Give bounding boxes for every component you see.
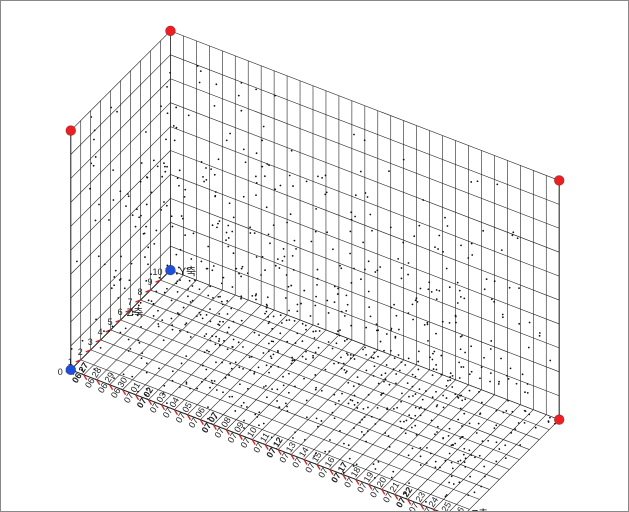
y-tick: 5 (108, 317, 113, 327)
corner-marker-red (554, 415, 564, 425)
corner-marker-red (165, 26, 175, 36)
y-tick: 3 (88, 337, 93, 347)
y-tick: 7 (128, 297, 133, 307)
plot-svg: 06.2706.2806.2906.3007.0107.0207.0307.04… (1, 1, 628, 511)
chart-3d-scatter: 06.2706.2806.2906.3007.0107.0207.0307.04… (0, 0, 629, 512)
y-tick: 0 (58, 367, 63, 377)
y-tick: 6 (118, 307, 123, 317)
y-tick: 10 (152, 267, 162, 277)
axis-label-x: Z축 (127, 306, 144, 319)
y-tick: 4 (98, 327, 103, 337)
corner-marker-red (554, 175, 564, 185)
corner-marker-blue (66, 365, 76, 375)
axis-label-z: Z축 (471, 507, 488, 511)
axis-label-y: Y축 (179, 265, 196, 278)
corner-marker-red (66, 126, 76, 136)
y-tick: 9 (148, 277, 153, 287)
y-tick: 2 (78, 347, 83, 357)
corner-marker-blue (165, 265, 175, 275)
y-tick: 8 (138, 287, 143, 297)
